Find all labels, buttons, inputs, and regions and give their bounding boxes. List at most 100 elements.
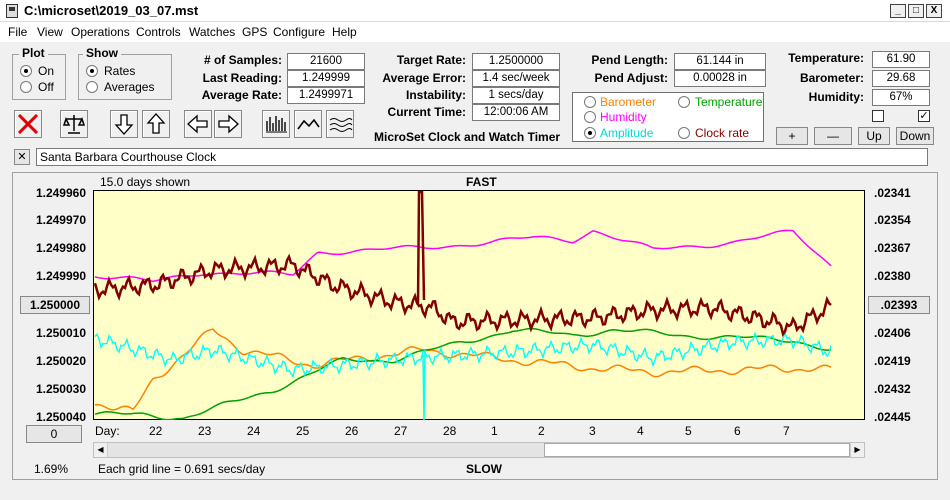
target-rate-label: Target Rate:: [396, 53, 466, 67]
right-tick-3: .02380: [874, 269, 911, 283]
smooth-plot-icon: [329, 118, 353, 132]
instability-label: Instability:: [405, 88, 466, 102]
clock-rate-trace: [93, 253, 832, 337]
grid-note-label: Each grid line = 0.691 secs/day: [98, 462, 266, 476]
menu-view[interactable]: View: [37, 25, 63, 39]
menu-help[interactable]: Help: [332, 25, 357, 39]
humidity-label: Humidity: [600, 110, 647, 124]
right-tick-6: .02419: [874, 354, 911, 368]
show-averages-label: Averages: [104, 80, 155, 94]
temperature-radio[interactable]: [678, 96, 690, 108]
left-tick-1: 1.249970: [35, 213, 86, 227]
day-label-6: 6: [734, 424, 741, 438]
current-time-label: Current Time:: [387, 105, 466, 119]
plus-button[interactable]: +: [776, 127, 808, 145]
down-button[interactable]: Down: [896, 127, 934, 145]
left-arrow-button[interactable]: [184, 110, 212, 138]
clock-rate-label: Clock rate: [695, 126, 750, 140]
day-label-24: 24: [247, 424, 261, 438]
left-tick-5: 1.250010: [35, 326, 86, 340]
up-arrow-button[interactable]: [142, 110, 170, 138]
temperature-label: Temperature: [695, 95, 763, 109]
graph-panel: [12, 172, 938, 480]
barometer-env-value: 29.68: [872, 70, 930, 87]
bar-plot-icon: [266, 116, 287, 133]
up-button[interactable]: Up: [858, 127, 890, 145]
right-tick-7: .02432: [874, 382, 911, 396]
bar-plot-button[interactable]: [262, 110, 290, 138]
menu-file[interactable]: File: [8, 25, 28, 39]
humidity-radio[interactable]: [584, 111, 596, 123]
close-window-button[interactable]: X: [926, 4, 942, 18]
minimize-button[interactable]: _: [890, 4, 906, 18]
title-bar: C:\microset\2019_03_07.mst _ □ X: [0, 0, 950, 22]
right-arrow-button[interactable]: [214, 110, 242, 138]
temperature-trace: [94, 327, 832, 420]
samples-value: 21600: [287, 53, 365, 70]
barometer-radio[interactable]: [584, 96, 596, 108]
show-group-title: Show: [83, 46, 121, 60]
left-center-button[interactable]: 1.250000: [20, 296, 90, 314]
line-plot-button[interactable]: [294, 110, 322, 138]
minus-button[interactable]: —: [814, 127, 852, 145]
average-rate-label: Average Rate:: [201, 88, 282, 102]
description-field[interactable]: Santa Barbara Courthouse Clock: [36, 148, 928, 166]
average-error-label: Average Error:: [382, 71, 466, 85]
last-reading-label: Last Reading:: [202, 71, 282, 85]
humidity-trace: [94, 229, 832, 283]
left-tick-8: 1.250040: [35, 410, 86, 424]
down-arrow-button[interactable]: [110, 110, 138, 138]
menu-configure[interactable]: Configure: [273, 25, 326, 39]
option-checkbox-2[interactable]: ✓: [918, 110, 930, 122]
plot-group-title: Plot: [19, 46, 48, 60]
scroll-thumb[interactable]: [544, 443, 850, 457]
right-center-button[interactable]: .02393: [868, 296, 930, 314]
maximize-button[interactable]: □: [908, 4, 924, 18]
amplitude-radio[interactable]: [584, 127, 596, 139]
target-rate-field[interactable]: 1.2500000: [472, 53, 560, 70]
menu-controls[interactable]: Controls: [136, 25, 181, 39]
left-tick-7: 1.250030: [35, 382, 86, 396]
day-label-28: 28: [443, 424, 457, 438]
menu-operations[interactable]: Operations: [71, 25, 130, 39]
show-averages-radio[interactable]: [86, 81, 98, 93]
fast-label: FAST: [466, 175, 497, 189]
window-title: C:\microset\2019_03_07.mst: [24, 3, 199, 18]
horizontal-scrollbar[interactable]: ◀ ▶: [93, 442, 865, 458]
arrow-right-icon: [218, 114, 239, 134]
clear-description-button[interactable]: ✕: [14, 149, 30, 165]
smooth-plot-button[interactable]: [326, 110, 354, 138]
plot-area: [93, 190, 865, 420]
scale-button[interactable]: [60, 110, 88, 138]
left-tick-6: 1.250020: [35, 354, 86, 368]
clock-rate-spike: [416, 190, 426, 306]
current-time-value: 12:00:06 AM: [472, 104, 560, 121]
slow-label: SLOW: [466, 462, 502, 476]
plot-off-radio[interactable]: [20, 81, 32, 93]
average-error-value: 1.4 sec/week: [472, 70, 560, 87]
instability-value: 1 secs/day: [472, 87, 560, 104]
menu-watches[interactable]: Watches: [189, 25, 236, 39]
arrow-down-icon: [114, 114, 134, 135]
stop-button[interactable]: [14, 110, 42, 138]
day-label-3: 3: [589, 424, 596, 438]
right-tick-5: .02406: [874, 326, 911, 340]
temperature-env-label: Temperature:: [788, 51, 864, 65]
plot-background: [93, 190, 865, 420]
right-tick-2: .02367: [874, 241, 911, 255]
scroll-left-icon[interactable]: ◀: [94, 443, 108, 457]
average-rate-value: 1.2499971: [287, 87, 365, 104]
scroll-right-icon[interactable]: ▶: [850, 443, 864, 457]
option-checkbox-1[interactable]: [872, 110, 884, 122]
sensor-selector: Barometer Temperature Humidity Amplitude…: [572, 92, 764, 142]
show-rates-radio[interactable]: [86, 65, 98, 77]
menu-gps[interactable]: GPS: [242, 25, 268, 39]
right-tick-0: .02341: [874, 186, 911, 200]
plot-on-radio[interactable]: [20, 65, 32, 77]
days-shown-label: 15.0 days shown: [100, 175, 191, 189]
zero-button[interactable]: 0: [26, 425, 82, 443]
last-reading-value: 1.249999: [287, 70, 365, 87]
clock-rate-radio[interactable]: [678, 127, 690, 139]
arrow-left-icon: [187, 114, 208, 134]
app-icon: [6, 4, 18, 18]
